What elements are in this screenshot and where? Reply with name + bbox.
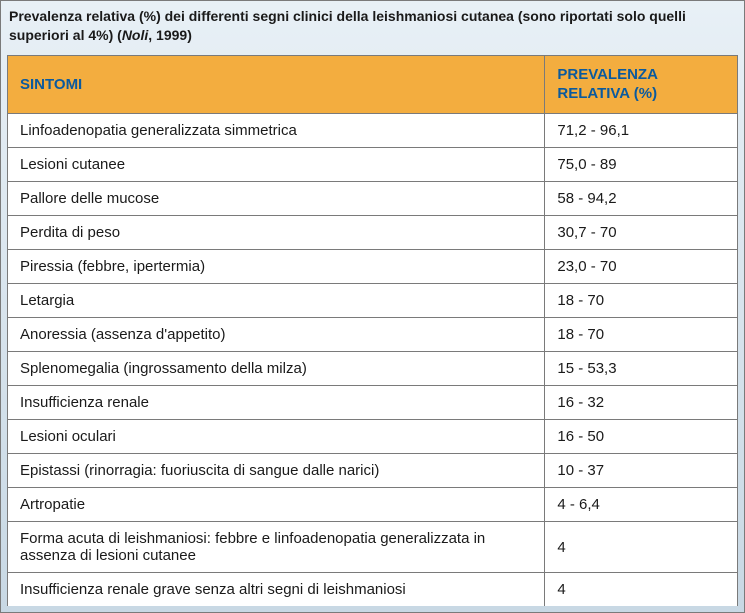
- header-prevalence: PREVALENZA RELATIVA (%): [545, 55, 738, 114]
- cell-prevalence: 10 - 37: [545, 454, 738, 488]
- cell-prevalence: 58 - 94,2: [545, 182, 738, 216]
- header-prevalence-line2: RELATIVA (%): [557, 85, 657, 102]
- cell-prevalence: 18 - 70: [545, 284, 738, 318]
- table-row: Piressia (febbre, ipertermia)23,0 - 70: [8, 250, 738, 284]
- table-row: Lesioni oculari16 - 50: [8, 420, 738, 454]
- cell-prevalence: 4: [545, 522, 738, 573]
- cell-symptom: Linfoadenopatia generalizzata simmetrica: [8, 114, 545, 148]
- table-row: Insufficienza renale grave senza altri s…: [8, 573, 738, 607]
- cell-symptom: Lesioni oculari: [8, 420, 545, 454]
- cell-symptom: Pallore delle mucose: [8, 182, 545, 216]
- table-caption: Prevalenza relativa (%) dei differenti s…: [9, 7, 738, 45]
- cell-symptom: Epistassi (rinorragia: fuoriuscita di sa…: [8, 454, 545, 488]
- table-header-row: SINTOMI PREVALENZA RELATIVA (%): [8, 55, 738, 114]
- table-row: Forma acuta di leishmaniosi: febbre e li…: [8, 522, 738, 573]
- table-row: Linfoadenopatia generalizzata simmetrica…: [8, 114, 738, 148]
- cell-prevalence: 30,7 - 70: [545, 216, 738, 250]
- prevalence-table: SINTOMI PREVALENZA RELATIVA (%) Linfoade…: [7, 55, 738, 607]
- cell-symptom: Letargia: [8, 284, 545, 318]
- cell-prevalence: 4: [545, 573, 738, 607]
- table-row: Lesioni cutanee75,0 - 89: [8, 148, 738, 182]
- cell-prevalence: 16 - 50: [545, 420, 738, 454]
- table-row: Splenomegalia (ingrossamento della milza…: [8, 352, 738, 386]
- caption-text-before: Prevalenza relativa (%) dei differenti s…: [9, 8, 686, 43]
- cell-prevalence: 15 - 53,3: [545, 352, 738, 386]
- header-symptom: SINTOMI: [8, 55, 545, 114]
- caption-author: Noli: [122, 27, 148, 43]
- cell-prevalence: 18 - 70: [545, 318, 738, 352]
- cell-prevalence: 23,0 - 70: [545, 250, 738, 284]
- cell-prevalence: 71,2 - 96,1: [545, 114, 738, 148]
- table-body: Linfoadenopatia generalizzata simmetrica…: [8, 114, 738, 607]
- cell-symptom: Splenomegalia (ingrossamento della milza…: [8, 352, 545, 386]
- table-row: Letargia18 - 70: [8, 284, 738, 318]
- cell-symptom: Lesioni cutanee: [8, 148, 545, 182]
- cell-symptom: Piressia (febbre, ipertermia): [8, 250, 545, 284]
- caption-text-after: , 1999): [148, 27, 192, 43]
- cell-symptom: Forma acuta di leishmaniosi: febbre e li…: [8, 522, 545, 573]
- table-row: Artropatie4 - 6,4: [8, 488, 738, 522]
- cell-symptom: Perdita di peso: [8, 216, 545, 250]
- cell-prevalence: 75,0 - 89: [545, 148, 738, 182]
- table-row: Perdita di peso30,7 - 70: [8, 216, 738, 250]
- cell-prevalence: 4 - 6,4: [545, 488, 738, 522]
- header-prevalence-line1: PREVALENZA: [557, 66, 658, 83]
- table-row: Insufficienza renale16 - 32: [8, 386, 738, 420]
- table-row: Epistassi (rinorragia: fuoriuscita di sa…: [8, 454, 738, 488]
- cell-prevalence: 16 - 32: [545, 386, 738, 420]
- cell-symptom: Anoressia (assenza d'appetito): [8, 318, 545, 352]
- table-container: Prevalenza relativa (%) dei differenti s…: [0, 0, 745, 613]
- cell-symptom: Insufficienza renale grave senza altri s…: [8, 573, 545, 607]
- cell-symptom: Artropatie: [8, 488, 545, 522]
- cell-symptom: Insufficienza renale: [8, 386, 545, 420]
- table-row: Anoressia (assenza d'appetito)18 - 70: [8, 318, 738, 352]
- table-row: Pallore delle mucose58 - 94,2: [8, 182, 738, 216]
